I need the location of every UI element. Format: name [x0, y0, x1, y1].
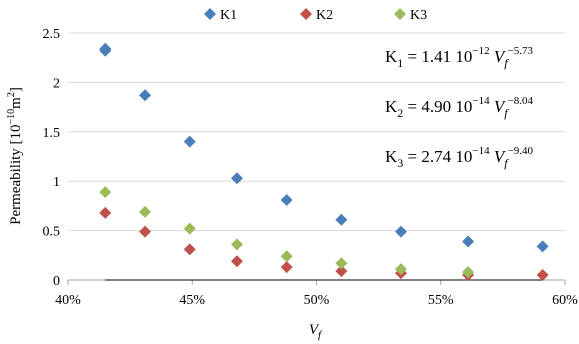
point-k1	[139, 89, 152, 102]
legend-label-k3: K3	[410, 8, 427, 23]
point-k3	[280, 250, 293, 263]
y-tick-label: 1.5	[43, 126, 61, 141]
x-tick-label: 55%	[428, 293, 454, 308]
point-k2	[280, 261, 293, 274]
point-k3	[139, 205, 152, 218]
axes: 0 0.5 1 1.5 2 2.5 40% 45% 50% 55% 60%	[43, 27, 579, 308]
point-k1	[280, 193, 293, 206]
equation-k3: K3 = 2.74 10−14 Vf−9.40	[385, 145, 534, 170]
point-k2	[183, 243, 196, 256]
point-k2	[139, 225, 152, 238]
equation-k1: K1 = 1.41 10−12 Vf−5.73	[385, 45, 534, 70]
data-points	[99, 42, 549, 282]
point-k3	[230, 238, 243, 251]
legend-label-k1: K1	[220, 8, 237, 23]
x-tick-label: 45%	[179, 293, 205, 308]
point-k1	[230, 172, 243, 185]
point-k1	[536, 240, 549, 253]
point-k1	[99, 42, 112, 55]
y-tick-label: 2	[53, 76, 60, 91]
x-tick-label: 50%	[304, 293, 330, 308]
point-k1	[335, 213, 348, 226]
legend-label-k2: K2	[316, 8, 333, 23]
point-k2	[99, 206, 112, 219]
point-k3	[183, 222, 196, 235]
equation-k2: K2 = 4.90 10−14 Vf−8.04	[385, 95, 534, 120]
fit-equations: K1 = 1.41 10−12 Vf−5.73 K2 = 4.90 10−14 …	[385, 45, 534, 170]
point-k3	[394, 263, 407, 276]
y-tick-label: 1	[53, 175, 60, 190]
legend-marker-k1	[204, 8, 216, 20]
point-k1	[183, 135, 196, 148]
legend-marker-k3	[394, 8, 406, 20]
x-tick-label: 40%	[55, 293, 81, 308]
y-axis-title: Permeability [10−10m2]	[6, 87, 24, 225]
point-k3	[99, 186, 112, 199]
point-k2	[536, 269, 549, 282]
legend: K1 K2 K3	[204, 8, 427, 23]
y-tick-label: 0	[53, 274, 60, 289]
point-k1	[462, 235, 475, 248]
gridlines	[68, 32, 565, 232]
y-tick-label: 2.5	[43, 27, 61, 42]
point-k2	[230, 255, 243, 268]
x-tick-label: 60%	[552, 293, 578, 308]
point-k3	[335, 257, 348, 270]
legend-marker-k2	[300, 8, 312, 20]
y-tick-label: 0.5	[43, 225, 61, 240]
x-axis-title: Vf	[309, 322, 323, 341]
point-k1	[394, 225, 407, 238]
point-k3	[462, 266, 475, 279]
point-k2	[335, 265, 348, 278]
